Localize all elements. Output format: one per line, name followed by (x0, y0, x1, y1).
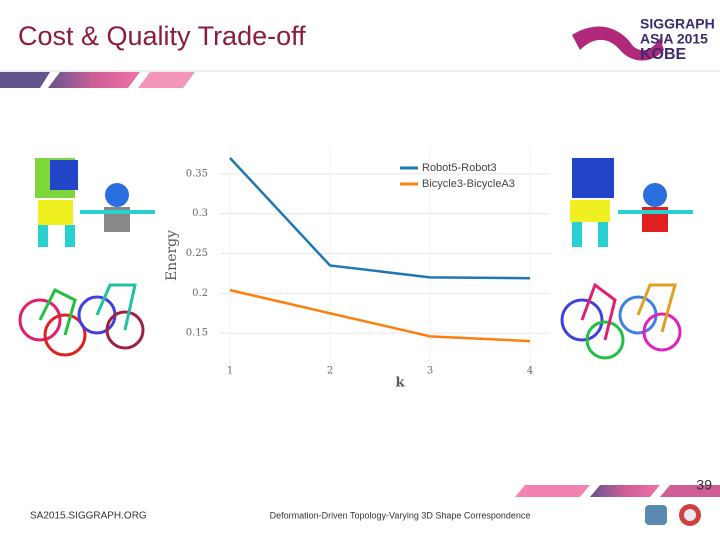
footer-url: SA2015.SIGGRAPH.ORG (30, 511, 147, 522)
x-axis-label: k (395, 376, 405, 391)
slide-title: Cost & Quality Trade-off (18, 21, 306, 51)
series-line (229, 157, 531, 280)
top-stripe (0, 70, 720, 88)
x-tick-label: 2 (327, 366, 333, 377)
bicycle-images (18, 282, 682, 360)
footer-logos (645, 504, 701, 526)
x-tick-label: 4 (527, 366, 533, 377)
x-tick-label: 3 (427, 366, 433, 377)
y-tick-label: 0.2 (192, 288, 208, 299)
y-tick-label: 0.15 (186, 328, 208, 339)
x-tick-label: 1 (227, 366, 233, 377)
y-axis-label: Energy (164, 230, 180, 281)
logo: SIGGRAPH ASIA 2015 KOBE (572, 16, 715, 63)
logo-text: KOBE (640, 46, 687, 63)
chart: 0.15 0.2 0.25 0.3 0.35 1 2 3 4 k Energy Robot5-Robo… (164, 150, 550, 391)
legend-label: Bicycle3-BicycleA3 (422, 178, 515, 190)
series-line (229, 288, 531, 343)
y-tick-label: 0.3 (192, 208, 208, 219)
logo-text: SIGGRAPH (640, 16, 715, 32)
robot-images (35, 158, 693, 247)
y-tick-label: 0.25 (186, 248, 208, 259)
legend-label: Robot5-Robot3 (422, 162, 497, 174)
page-number: 39 (696, 477, 712, 493)
bottom-stripe (515, 485, 720, 497)
y-tick-label: 0.35 (186, 168, 208, 179)
footer-subtitle: Deformation-Driven Topology-Varying 3D S… (270, 510, 531, 520)
logo-text: ASIA 2015 (640, 31, 708, 47)
